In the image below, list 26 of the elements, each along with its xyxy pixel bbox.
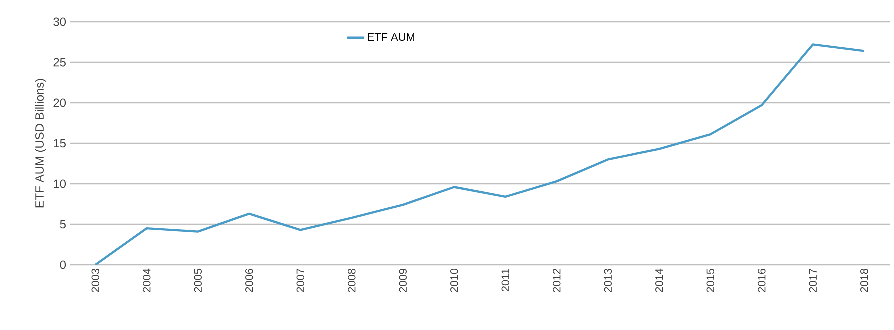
x-tick-label: 2010 <box>450 268 458 292</box>
x-tick-label: 2013 <box>604 269 612 292</box>
legend-label: ETF AUM <box>368 33 414 42</box>
y-tick-label: 20 <box>54 98 66 108</box>
x-tick-label: 2005 <box>194 268 202 292</box>
x-tick-label: 2004 <box>143 268 151 292</box>
x-tick-label: 2009 <box>399 269 408 292</box>
y-tick-label: 5 <box>60 220 66 229</box>
x-tick-label: 2018 <box>860 269 868 292</box>
x-tick-label: 2016 <box>758 269 766 292</box>
x-tick-label: 2014 <box>656 268 664 292</box>
x-tick-label: 2008 <box>348 269 356 292</box>
x-tick-label: 2017 <box>809 269 818 292</box>
y-tick-label: 0 <box>60 260 66 270</box>
y-axis-title: ETF AUM (USD Billions) <box>35 79 46 208</box>
y-tick-label: 10 <box>54 180 66 188</box>
x-tick-label: 2003 <box>92 269 100 292</box>
x-tick-label: 2011 <box>502 269 510 292</box>
line-series <box>94 44 866 265</box>
y-tick-label: 30 <box>54 18 66 26</box>
x-tick-label: 2015 <box>706 268 715 292</box>
x-tick-label: 2006 <box>246 269 254 292</box>
x-tick-label: 2012 <box>553 269 561 292</box>
y-tick-label: 25 <box>54 58 66 67</box>
x-tick-label: 2007 <box>296 269 305 292</box>
y-tick-label: 15 <box>54 139 66 148</box>
